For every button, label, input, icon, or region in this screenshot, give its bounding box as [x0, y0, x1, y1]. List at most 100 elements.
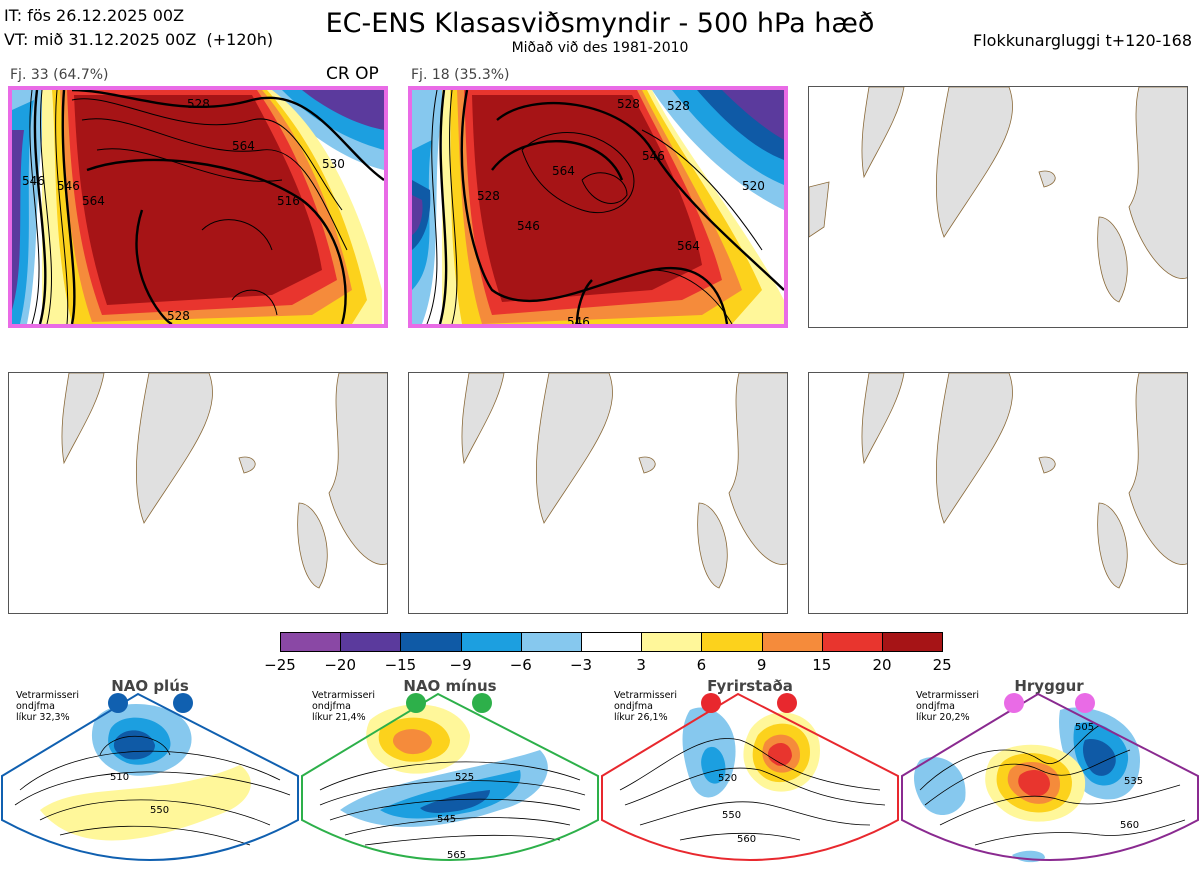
regime-info-line: líkur 21,4% — [312, 712, 366, 723]
regime-3-info: Vetrarmisseri ondjfma líkur 26,1% — [614, 690, 677, 723]
contour-label: 546 — [22, 174, 45, 188]
contour-label: 564 — [677, 239, 700, 253]
regime-info-line: líkur 20,2% — [916, 712, 970, 723]
colorbar-tick-label: −25 — [264, 656, 296, 674]
contour-label: 510 — [110, 772, 129, 783]
colorbar-tick-label: 9 — [756, 656, 767, 674]
contour-label: 530 — [322, 157, 345, 171]
colorbar-tick-label: 25 — [932, 656, 952, 674]
contour-label: 528 — [667, 99, 690, 113]
regime-info-line: Vetrarmisseri — [312, 690, 375, 701]
regime-4-name: Hryggur — [1014, 677, 1084, 695]
regime-1-dot — [108, 693, 128, 713]
cluster-2-field: 528 546 564 546 564 528 546 520 528 — [412, 90, 784, 324]
cluster-2-label: Fj. 18 (35.3%) — [411, 67, 510, 83]
regime-info-line: líkur 32,3% — [16, 712, 70, 723]
contour-label: 560 — [1120, 820, 1139, 831]
regime-2-map: 525 545 565 — [301, 692, 599, 861]
regime-2-info: Vetrarmisseri ondjfma líkur 21,4% — [312, 690, 375, 723]
contour-label: 550 — [150, 805, 169, 816]
colorbar-cell — [460, 632, 522, 652]
colorbar-cell — [641, 632, 703, 652]
empty-map-6 — [808, 372, 1188, 614]
regime-info-line: ondjfma — [614, 701, 653, 712]
colorbar-cell — [761, 632, 823, 652]
regime-2-name: NAO mínus — [403, 677, 497, 695]
colorbar-cell — [701, 632, 763, 652]
contour-label: 564 — [552, 164, 575, 178]
contour-label: 550 — [722, 810, 741, 821]
contour-label: 528 — [167, 309, 190, 323]
colorbar-cell — [821, 632, 883, 652]
regime-info-line: líkur 26,1% — [614, 712, 668, 723]
contour-label: 564 — [82, 194, 105, 208]
contour-label: 546 — [517, 219, 540, 233]
contour-label: 505 — [1075, 722, 1094, 733]
colorbar-tick-label: −9 — [449, 656, 472, 674]
cluster-1-map: 528 564 516 546 546 564 528 530 — [8, 86, 388, 328]
regime-1-dot — [173, 693, 193, 713]
colorbar-cell — [280, 632, 342, 652]
basemap — [809, 87, 1187, 303]
regime-3-dot — [701, 693, 721, 713]
contour-label: 565 — [447, 850, 466, 861]
contour-label: 528 — [477, 189, 500, 203]
basemap — [61, 373, 387, 589]
regime-info-line: Vetrarmisseri — [614, 690, 677, 701]
contour-label: 564 — [232, 139, 255, 153]
regime-info-line: ondjfma — [916, 701, 955, 712]
colorbar-tick-label: 3 — [636, 656, 646, 674]
colorbar-tick-label: 6 — [696, 656, 707, 674]
regime-4-dot — [1075, 693, 1095, 713]
valid-time: VT: mið 31.12.2025 00Z (+120h) — [4, 30, 274, 49]
basemap — [861, 373, 1187, 589]
regime-1-info: Vetrarmisseri ondjfma líkur 32,3% — [16, 690, 79, 723]
contour-label: 520 — [718, 773, 737, 784]
colorbar-tick-label: −15 — [384, 656, 417, 674]
regime-2-dot — [472, 693, 492, 713]
classification-window: Flokkunargluggi t+120-168 — [973, 31, 1192, 50]
cluster-2-map: 528 546 564 546 564 528 546 520 528 — [408, 86, 788, 328]
contour-label: 520 — [742, 179, 765, 193]
regime-3-name: Fyrirstaða — [707, 677, 793, 695]
cluster-1-label: Fj. 33 (64.7%) — [10, 67, 109, 83]
regime-info-line: Vetrarmisseri — [16, 690, 79, 701]
colorbar-cell — [520, 632, 582, 652]
contour-label: 546 — [567, 315, 590, 324]
regime-maps: 510 550 525 545 565 — [0, 692, 1199, 863]
contour-label: 528 — [617, 97, 640, 111]
regime-1-map: 510 550 — [0, 692, 299, 861]
colorbar-cell — [400, 632, 462, 652]
regime-info-line: ondjfma — [16, 701, 55, 712]
contour-label: 528 — [187, 97, 210, 111]
colorbar-tick-label: 20 — [872, 656, 892, 674]
regime-4-dot — [1004, 693, 1024, 713]
colorbar-cell — [882, 632, 944, 652]
empty-map-3 — [808, 86, 1188, 328]
colorbar-tick-label: −6 — [509, 656, 532, 674]
empty-map-5 — [408, 372, 788, 614]
contour-label: 546 — [642, 149, 665, 163]
page-subtitle: Miðað við des 1981-2010 — [511, 40, 689, 56]
contour-label: 535 — [1124, 776, 1143, 787]
basemap — [461, 373, 787, 589]
regime-3-map: 520 550 560 — [601, 692, 899, 861]
page-title: EC-ENS Klasasviðsmyndir - 500 hPa hæð — [325, 8, 875, 39]
init-time: IT: fös 26.12.2025 00Z — [4, 6, 185, 25]
regime-info-line: Vetrarmisseri — [916, 690, 979, 701]
colorbar-cell — [340, 632, 402, 652]
regime-4-info: Vetrarmisseri ondjfma líkur 20,2% — [916, 690, 979, 723]
empty-map-4 — [8, 372, 388, 614]
regime-info-line: ondjfma — [312, 701, 351, 712]
colorbar-cell — [581, 632, 643, 652]
contour-label: 516 — [277, 194, 300, 208]
cluster-1-tag: CR OP — [326, 64, 379, 84]
contour-label: 525 — [455, 772, 474, 783]
contour-label: 545 — [437, 814, 456, 825]
regime-3-dot — [777, 693, 797, 713]
regime-1-name: NAO plús — [111, 677, 189, 695]
regime-4-map: 505 535 560 — [901, 692, 1199, 863]
contour-label: 560 — [737, 834, 756, 845]
contour-label: 546 — [57, 179, 80, 193]
colorbar-tick-label: 15 — [812, 656, 832, 674]
